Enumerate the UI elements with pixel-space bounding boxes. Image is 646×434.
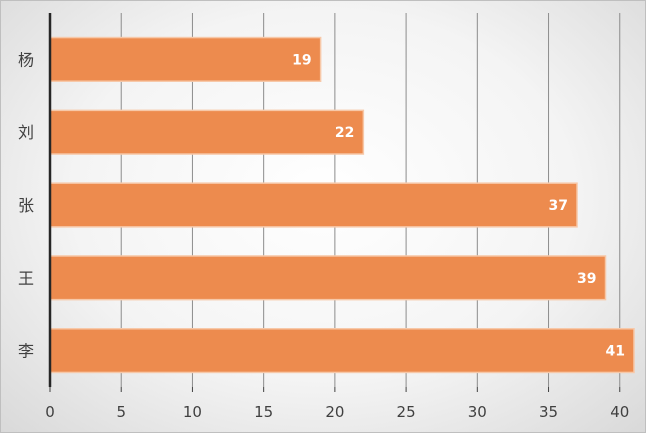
bars: 19 22 37 39 41: [49, 36, 635, 374]
data-label-3: 39: [577, 271, 596, 287]
x-tick-label-40: 40: [610, 403, 629, 421]
category-label-2: 张: [18, 196, 34, 215]
bar-3: [49, 255, 607, 301]
data-label-4: 41: [606, 344, 625, 360]
bar-1: [49, 109, 365, 155]
x-tick-label-20: 20: [325, 403, 344, 421]
x-tick-label-15: 15: [254, 403, 273, 421]
bar-4: [49, 328, 635, 374]
category-label-1: 刘: [18, 123, 34, 142]
x-tick-label-25: 25: [397, 403, 416, 421]
category-label-3: 王: [18, 269, 34, 288]
bar-2: [49, 182, 578, 228]
x-tick-label-35: 35: [539, 403, 558, 421]
x-tick-label-10: 10: [183, 403, 202, 421]
x-tick-label-5: 5: [116, 403, 126, 421]
category-label-4: 李: [18, 342, 34, 361]
category-label-0: 杨: [18, 50, 34, 69]
data-label-2: 37: [549, 198, 568, 214]
x-tick-label-0: 0: [45, 403, 55, 421]
x-tick-label-30: 30: [468, 403, 487, 421]
bar-0: [49, 36, 322, 82]
data-label-1: 22: [335, 125, 354, 141]
data-label-0: 19: [292, 52, 311, 68]
